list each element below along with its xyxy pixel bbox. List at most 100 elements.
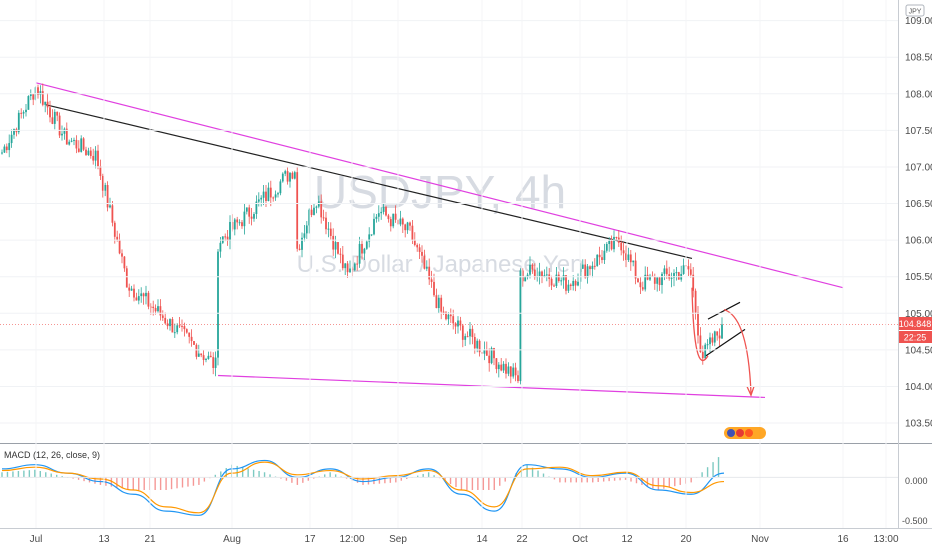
time-tick-label: Sep xyxy=(389,534,407,545)
candle xyxy=(200,353,203,358)
candle-body xyxy=(243,211,246,227)
macd-line[interactable] xyxy=(1,459,725,516)
candle-body xyxy=(389,219,392,227)
candle-body xyxy=(51,117,54,124)
flag-lower-line[interactable] xyxy=(705,328,746,357)
earnings-badge-icon[interactable] xyxy=(724,427,766,439)
candle-body xyxy=(101,175,104,191)
candle-body xyxy=(274,194,277,198)
candle-body xyxy=(207,355,210,359)
candle xyxy=(157,299,159,313)
macd-histogram-bar xyxy=(559,477,561,483)
candle xyxy=(553,283,555,287)
upper-magenta-trendline[interactable] xyxy=(35,82,844,289)
candle xyxy=(135,292,138,301)
candle xyxy=(293,170,296,180)
candle xyxy=(289,171,291,188)
candle xyxy=(329,222,332,240)
candle-body xyxy=(545,274,548,276)
candle-body xyxy=(392,213,395,227)
macd-histogram-bar xyxy=(679,477,681,485)
candle-body xyxy=(94,150,97,161)
currency-badge[interactable] xyxy=(905,4,925,17)
time-tick-label: 13:00 xyxy=(873,534,898,545)
candle-body xyxy=(63,128,66,134)
candle-body xyxy=(675,272,678,274)
macd-histogram-bar xyxy=(198,477,200,485)
candle-body xyxy=(461,325,464,340)
candle-body xyxy=(586,266,589,278)
flag-upper-line[interactable] xyxy=(707,301,741,320)
candle xyxy=(368,227,371,248)
candle xyxy=(286,166,289,185)
projection-arrow[interactable] xyxy=(723,309,752,394)
candle-body xyxy=(505,363,507,374)
candle-body xyxy=(142,293,145,297)
candle-body xyxy=(622,250,625,254)
macd-histogram-bar xyxy=(712,462,714,478)
macd-histogram-bar xyxy=(165,477,167,490)
candle xyxy=(485,341,488,356)
candle-body xyxy=(25,109,27,113)
candle-body xyxy=(665,268,668,275)
candle-body xyxy=(713,331,716,343)
macd-histogram-bar xyxy=(526,464,528,478)
candle-body xyxy=(430,279,433,282)
candle xyxy=(440,294,443,320)
candle-body xyxy=(41,91,44,105)
candle-body xyxy=(457,320,459,327)
candle-body xyxy=(202,355,205,360)
candle xyxy=(260,195,263,207)
candle-body xyxy=(697,312,699,336)
macd-histogram-bar xyxy=(280,477,282,479)
candle xyxy=(353,262,356,272)
candle xyxy=(689,263,692,278)
candle xyxy=(310,205,313,218)
candle-body xyxy=(176,325,179,333)
macd-histogram-bar xyxy=(663,477,665,489)
macd-histogram-bar xyxy=(225,468,227,478)
candle xyxy=(464,333,467,347)
candle-body xyxy=(118,239,121,254)
candle-body xyxy=(485,349,488,356)
candle-body xyxy=(637,278,639,283)
candle-body xyxy=(87,150,90,155)
candle-body xyxy=(253,214,255,219)
candle xyxy=(608,237,611,252)
candle xyxy=(22,110,25,119)
candle-body xyxy=(140,293,143,297)
candle-body xyxy=(718,335,721,339)
candle xyxy=(109,197,111,209)
candle-body xyxy=(97,150,99,167)
candle-body xyxy=(149,306,152,308)
macd-histogram-bar xyxy=(624,477,627,480)
candle-body xyxy=(603,250,606,260)
candle xyxy=(32,93,35,106)
main-pane[interactable] xyxy=(0,0,898,443)
candle xyxy=(195,343,198,360)
candle xyxy=(298,244,301,251)
candle-body xyxy=(188,332,191,337)
macd-histogram-bar xyxy=(324,474,326,478)
candle xyxy=(687,259,690,276)
candle-body xyxy=(20,112,23,114)
candle-body xyxy=(32,93,35,100)
macd-histogram-bar xyxy=(329,472,331,478)
candle-body xyxy=(92,155,95,161)
candle-body xyxy=(375,216,378,219)
candle-body xyxy=(315,206,318,208)
candle xyxy=(502,361,505,374)
candle xyxy=(365,240,368,250)
candle-body xyxy=(250,216,253,219)
signal-line[interactable] xyxy=(1,461,725,514)
candle-body xyxy=(133,288,135,298)
candle-body xyxy=(332,235,335,250)
candle-body xyxy=(161,315,164,318)
candle xyxy=(339,248,342,264)
macd-histogram-bar xyxy=(657,477,660,490)
candle-body xyxy=(495,358,498,370)
candle xyxy=(128,283,131,297)
macd-histogram-bar xyxy=(597,477,599,482)
candle xyxy=(296,166,299,252)
